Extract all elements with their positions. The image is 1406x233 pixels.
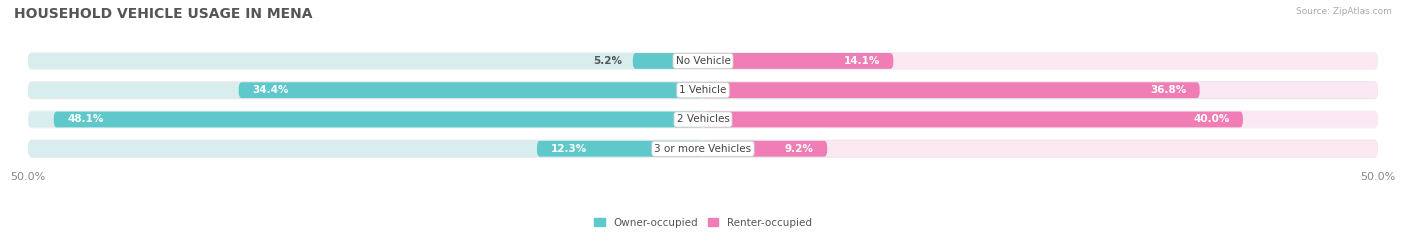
FancyBboxPatch shape — [703, 141, 827, 157]
FancyBboxPatch shape — [703, 112, 1243, 127]
Legend: Owner-occupied, Renter-occupied: Owner-occupied, Renter-occupied — [591, 213, 815, 232]
FancyBboxPatch shape — [703, 141, 1378, 157]
FancyBboxPatch shape — [703, 82, 1378, 98]
FancyBboxPatch shape — [239, 82, 703, 98]
FancyBboxPatch shape — [633, 53, 703, 69]
FancyBboxPatch shape — [28, 112, 703, 127]
FancyBboxPatch shape — [703, 82, 1199, 98]
FancyBboxPatch shape — [28, 141, 703, 157]
FancyBboxPatch shape — [703, 53, 1378, 69]
FancyBboxPatch shape — [28, 110, 1378, 129]
FancyBboxPatch shape — [28, 52, 1378, 70]
Text: 9.2%: 9.2% — [785, 144, 814, 154]
Text: HOUSEHOLD VEHICLE USAGE IN MENA: HOUSEHOLD VEHICLE USAGE IN MENA — [14, 7, 312, 21]
Text: 2 Vehicles: 2 Vehicles — [676, 114, 730, 124]
Text: 40.0%: 40.0% — [1194, 114, 1229, 124]
Text: No Vehicle: No Vehicle — [675, 56, 731, 66]
FancyBboxPatch shape — [28, 53, 703, 69]
Text: 12.3%: 12.3% — [551, 144, 586, 154]
FancyBboxPatch shape — [28, 140, 1378, 158]
FancyBboxPatch shape — [53, 112, 703, 127]
Text: 5.2%: 5.2% — [593, 56, 621, 66]
Text: 14.1%: 14.1% — [844, 56, 880, 66]
FancyBboxPatch shape — [703, 112, 1378, 127]
FancyBboxPatch shape — [537, 141, 703, 157]
Text: 3 or more Vehicles: 3 or more Vehicles — [654, 144, 752, 154]
FancyBboxPatch shape — [703, 53, 893, 69]
FancyBboxPatch shape — [28, 82, 703, 98]
Text: Source: ZipAtlas.com: Source: ZipAtlas.com — [1296, 7, 1392, 16]
Text: 36.8%: 36.8% — [1150, 85, 1187, 95]
Text: 48.1%: 48.1% — [67, 114, 104, 124]
Text: 1 Vehicle: 1 Vehicle — [679, 85, 727, 95]
FancyBboxPatch shape — [28, 81, 1378, 99]
Text: 34.4%: 34.4% — [252, 85, 288, 95]
